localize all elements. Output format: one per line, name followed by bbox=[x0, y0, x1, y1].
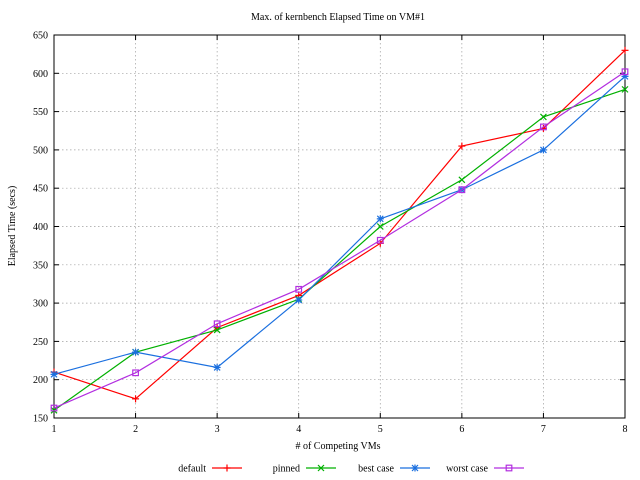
x-tick-label: 8 bbox=[623, 424, 628, 435]
data-point bbox=[376, 236, 384, 244]
data-point bbox=[621, 85, 629, 93]
data-point bbox=[213, 363, 221, 371]
legend-item: worst case bbox=[446, 464, 524, 475]
x-tick-label: 1 bbox=[52, 424, 57, 435]
data-point bbox=[376, 215, 384, 223]
data-point bbox=[295, 296, 303, 304]
series-line bbox=[53, 49, 626, 400]
data-point bbox=[213, 326, 221, 334]
legend-item: default bbox=[178, 464, 242, 475]
data-point bbox=[540, 123, 547, 131]
series-best-case bbox=[50, 72, 629, 378]
legend-label: default bbox=[178, 464, 206, 475]
data-point bbox=[50, 404, 58, 412]
x-tick-label: 2 bbox=[133, 424, 138, 435]
data-point bbox=[540, 113, 547, 121]
data-point bbox=[621, 68, 629, 76]
data-point bbox=[458, 186, 466, 194]
data-point bbox=[376, 223, 384, 230]
x-tick-label: 6 bbox=[459, 424, 464, 435]
legend-marker bbox=[317, 464, 325, 472]
x-axis-title: # of Competing VMs bbox=[295, 441, 380, 452]
x-tick-label: 5 bbox=[378, 424, 383, 435]
y-tick-label: 600 bbox=[33, 69, 48, 80]
y-axis-title: Elapsed Time (secs) bbox=[7, 186, 18, 267]
y-tick-label: 550 bbox=[33, 107, 48, 118]
data-point bbox=[458, 176, 466, 184]
x-axis-ticks: 1 2 3 4 5 6 7 8 bbox=[52, 35, 628, 435]
y-tick-label: 500 bbox=[33, 145, 48, 156]
data-point bbox=[213, 320, 221, 328]
series-worst-case bbox=[50, 68, 629, 412]
y-tick-label: 250 bbox=[33, 337, 48, 348]
series-layer bbox=[50, 46, 629, 414]
x-tick-label: 3 bbox=[215, 424, 220, 435]
legend-label: worst case bbox=[446, 464, 488, 475]
y-tick-label: 300 bbox=[33, 299, 48, 310]
y-axis-ticks: 150 200 250 300 350 400 450 500 550 600 650 bbox=[33, 31, 625, 425]
legend-marker bbox=[223, 464, 231, 472]
data-point bbox=[295, 285, 303, 293]
data-point bbox=[621, 46, 629, 54]
data-point bbox=[132, 369, 139, 377]
legend-item: pinned bbox=[273, 464, 336, 475]
data-point bbox=[50, 370, 58, 378]
data-point bbox=[132, 395, 140, 403]
y-tick-label: 450 bbox=[33, 184, 48, 195]
series-line bbox=[53, 71, 626, 409]
y-tick-label: 150 bbox=[33, 414, 48, 425]
legend-item: best case bbox=[358, 464, 430, 475]
data-point bbox=[539, 146, 547, 154]
legend-marker bbox=[411, 464, 419, 472]
y-tick-label: 650 bbox=[33, 31, 48, 42]
data-point bbox=[132, 348, 140, 356]
legend-label: best case bbox=[358, 464, 394, 475]
data-point bbox=[458, 142, 466, 150]
x-tick-label: 4 bbox=[296, 424, 301, 435]
y-tick-label: 400 bbox=[33, 222, 48, 233]
x-tick-label: 7 bbox=[541, 424, 546, 435]
y-tick-label: 200 bbox=[33, 375, 48, 386]
y-tick-label: 350 bbox=[33, 260, 48, 271]
legend: default pinned best case worst case bbox=[178, 464, 524, 475]
series-line bbox=[53, 75, 626, 375]
series-line bbox=[53, 88, 626, 411]
chart-title: Max. of kernbench Elapsed Time on VM#1 bbox=[251, 12, 425, 23]
legend-label: pinned bbox=[273, 464, 300, 475]
legend-marker bbox=[505, 464, 513, 472]
